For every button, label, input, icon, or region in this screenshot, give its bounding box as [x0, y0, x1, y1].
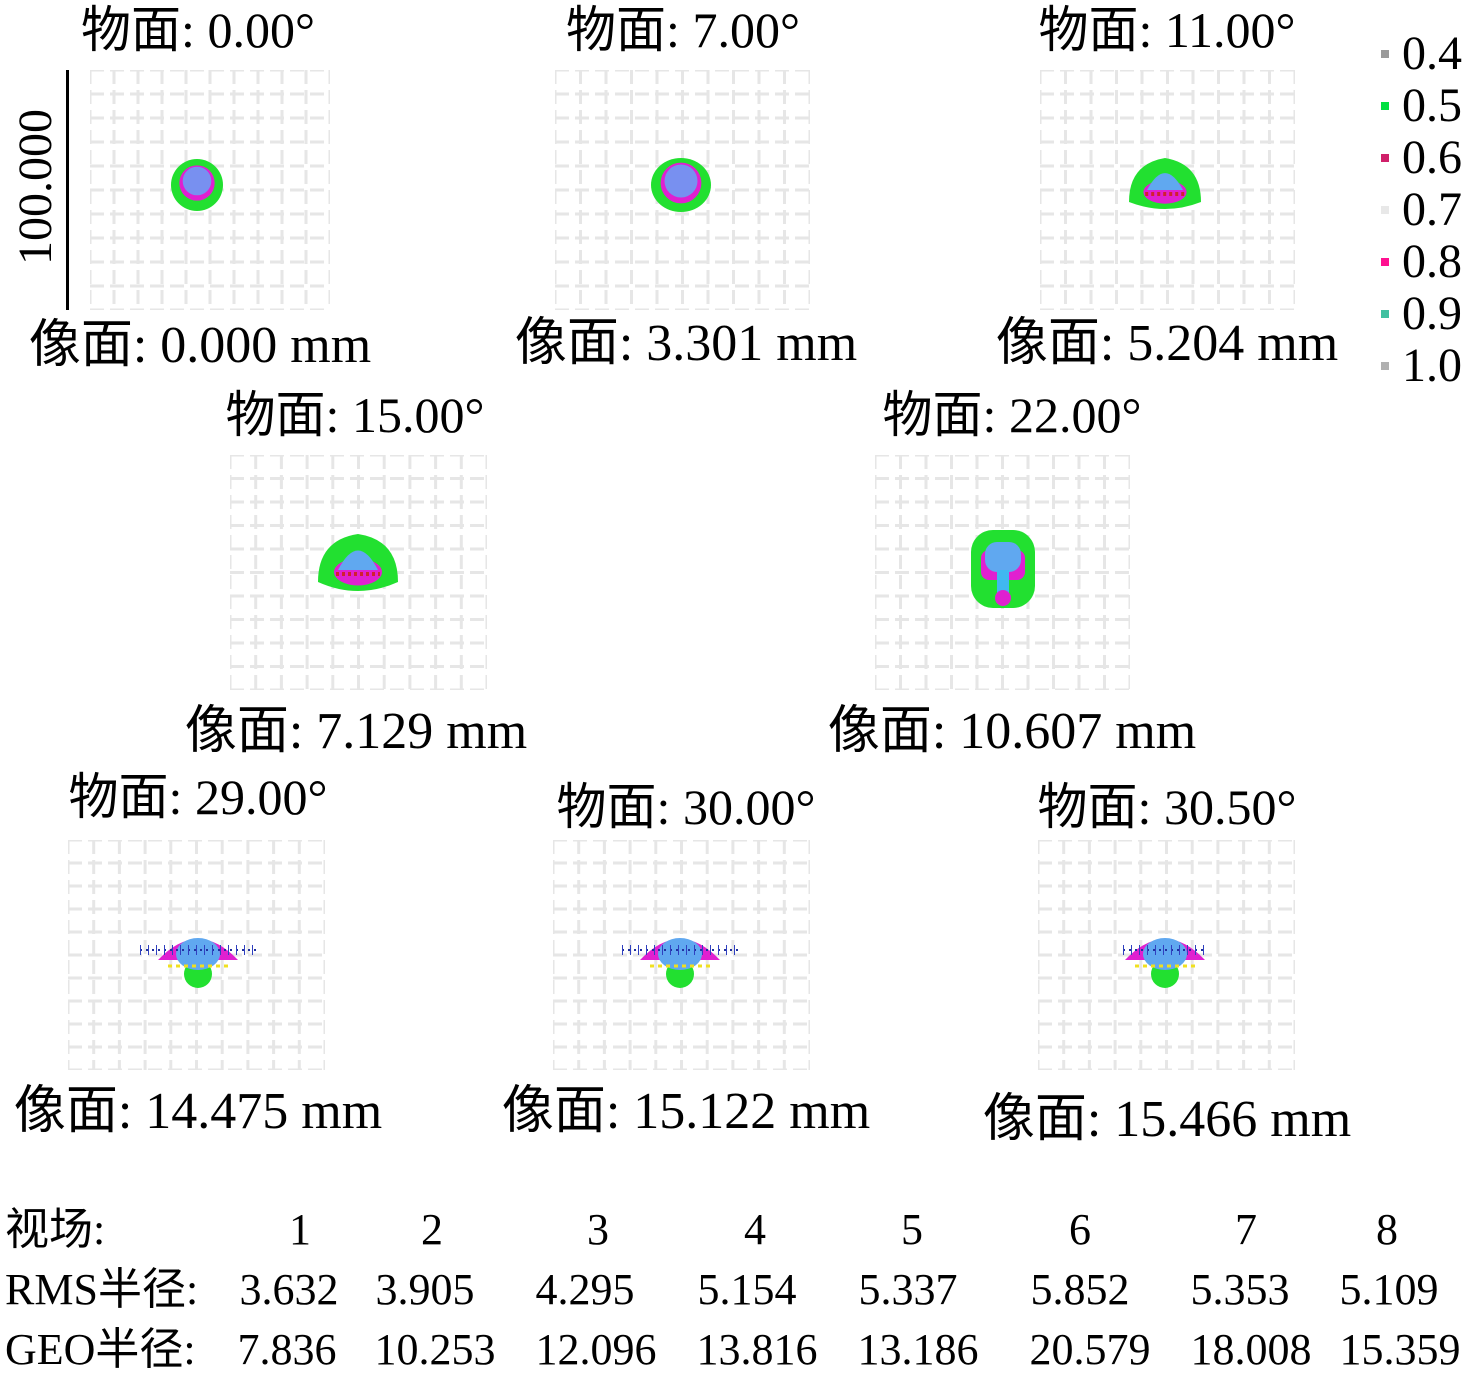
panel-2-object-title: 物面: 7.00°	[566, 2, 800, 58]
legend-label-3: 0.6	[1402, 131, 1462, 184]
spot-core	[182, 166, 212, 196]
spot-panel-1	[90, 70, 330, 310]
spot-core	[658, 938, 702, 970]
geo-row-label: GEO半径:	[5, 1325, 196, 1374]
scale-label: 100.000	[9, 109, 62, 265]
panel-1-object-title: 物面: 0.00°	[81, 2, 315, 58]
legend-swatch-7	[1381, 362, 1389, 370]
legend-label-6: 0.9	[1402, 287, 1462, 340]
legend-swatch-2	[1381, 102, 1389, 110]
spot-panel-8	[1038, 840, 1295, 1070]
legend-swatch-6	[1381, 310, 1389, 318]
legend-label-5: 0.8	[1402, 235, 1462, 288]
spot-core	[1143, 938, 1187, 970]
rms-value: 3.905	[375, 1265, 475, 1314]
rms-value: 4.295	[535, 1265, 635, 1314]
field-number: 5	[901, 1205, 923, 1254]
rms-value: 5.337	[858, 1265, 958, 1314]
spot-core	[176, 938, 220, 970]
field-number: 2	[421, 1205, 443, 1254]
legend-swatch-5	[1381, 258, 1389, 266]
geo-value: 13.186	[857, 1325, 979, 1374]
legend-label-4: 0.7	[1402, 183, 1462, 236]
panel-3-object-title: 物面: 11.00°	[1038, 2, 1296, 58]
field-number: 1	[289, 1205, 311, 1254]
spot-core	[985, 542, 1021, 572]
field-number: 3	[587, 1205, 609, 1254]
rms-value: 5.852	[1030, 1265, 1130, 1314]
legend-swatch-3	[1381, 154, 1389, 162]
geo-value: 10.253	[374, 1325, 496, 1374]
panel-4-image-label: 像面: 7.129 mm	[184, 703, 528, 760]
field-number: 7	[1235, 1205, 1257, 1254]
field-number: 6	[1069, 1205, 1091, 1254]
spot-core	[1147, 173, 1183, 190]
spot	[318, 534, 398, 591]
scale-bar	[66, 70, 69, 310]
panel-6-object-title: 物面: 29.00°	[68, 769, 328, 825]
spot-panel-7	[553, 840, 810, 1070]
geo-value: 18.008	[1190, 1325, 1312, 1374]
spot-panel-3	[1040, 70, 1295, 310]
spot	[140, 938, 256, 988]
geo-value: 13.816	[696, 1325, 818, 1374]
panel-3-image-label: 像面: 5.204 mm	[995, 315, 1339, 372]
legend-label-7: 1.0	[1402, 339, 1462, 392]
spot	[651, 158, 711, 212]
geo-value: 20.579	[1029, 1325, 1151, 1374]
panel-8-image-label: 像面: 15.466 mm	[982, 1091, 1352, 1148]
legend-swatch-1	[1381, 50, 1389, 58]
spot	[1123, 938, 1207, 988]
legend-label-1: 0.4	[1402, 27, 1462, 80]
spot-panel-5	[875, 455, 1130, 690]
panel-6-image-label: 像面: 14.475 mm	[13, 1083, 383, 1140]
spot	[622, 938, 738, 988]
spot	[171, 159, 223, 211]
rms-row-label: RMS半径:	[5, 1265, 199, 1314]
spot	[971, 530, 1035, 608]
panel-5-object-title: 物面: 22.00°	[882, 387, 1142, 443]
panel-2-image-label: 像面: 3.301 mm	[514, 315, 858, 372]
rms-value: 3.632	[239, 1265, 339, 1314]
panel-4-object-title: 物面: 15.00°	[225, 387, 485, 443]
geo-value: 12.096	[535, 1325, 657, 1374]
legend-swatch-4	[1381, 206, 1389, 214]
spot-core	[664, 164, 698, 198]
geo-value: 7.836	[237, 1325, 337, 1374]
panel-1-image-label: 像面: 0.000 mm	[28, 317, 372, 374]
panel-7-image-label: 像面: 15.122 mm	[501, 1083, 871, 1140]
spot-panel-6	[68, 840, 325, 1070]
field-row-label: 视场:	[5, 1205, 106, 1254]
rms-value: 5.353	[1190, 1265, 1290, 1314]
rms-value: 5.154	[697, 1265, 797, 1314]
spot-tail	[995, 590, 1011, 606]
field-number: 8	[1376, 1205, 1398, 1254]
legend-label-2: 0.5	[1402, 79, 1462, 132]
spot-panel-4	[230, 455, 487, 690]
panel-5-image-label: 像面: 10.607 mm	[827, 703, 1197, 760]
field-number: 4	[744, 1205, 766, 1254]
spot	[1129, 158, 1201, 209]
spot-core	[338, 550, 378, 570]
panel-7-object-title: 物面: 30.00°	[556, 779, 816, 835]
spot-panel-2	[555, 70, 810, 310]
rms-value: 5.109	[1339, 1265, 1439, 1314]
geo-value: 15.359	[1339, 1325, 1461, 1374]
panel-8-object-title: 物面: 30.50°	[1037, 779, 1297, 835]
